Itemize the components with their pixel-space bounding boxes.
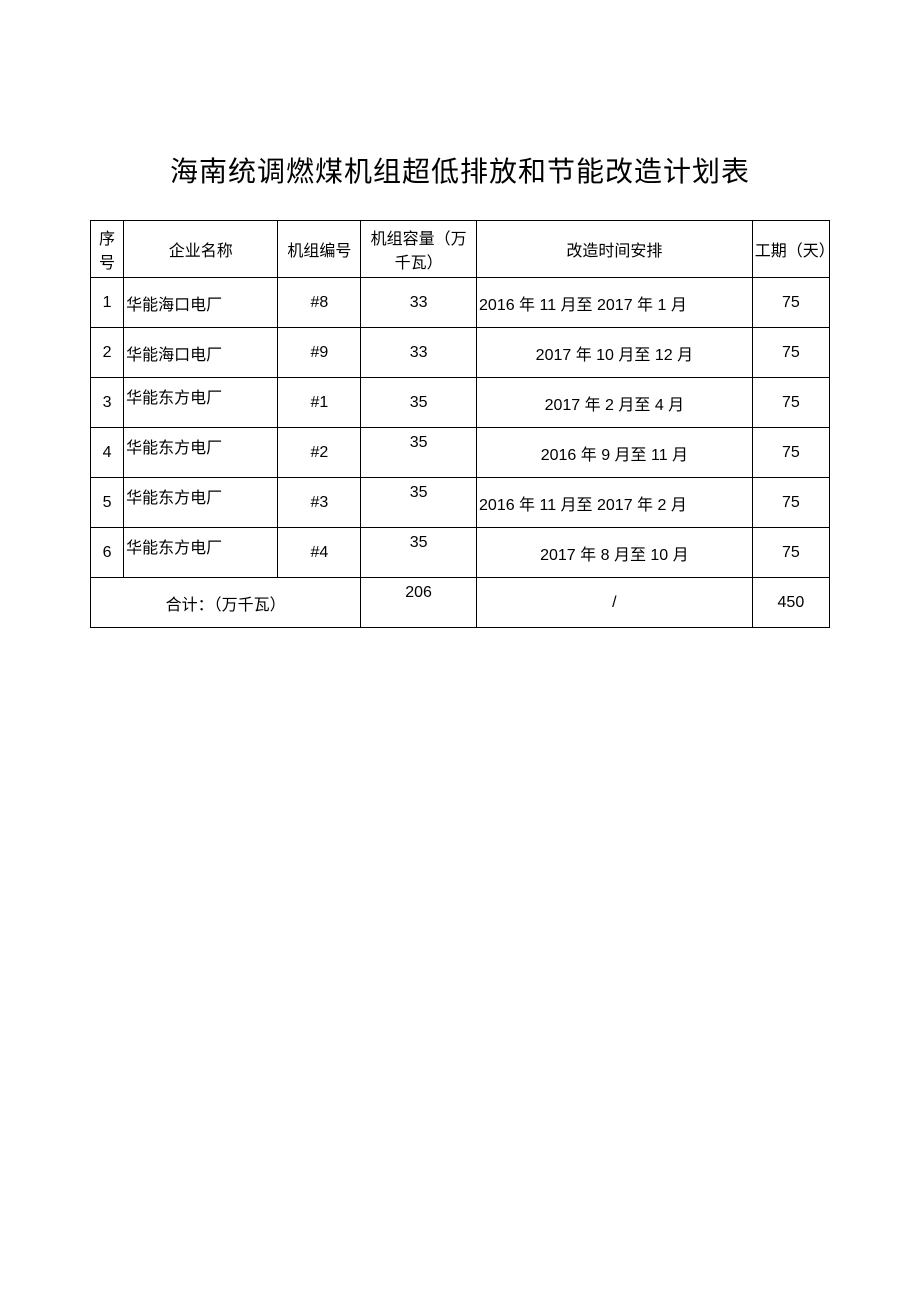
cell-seq: 5 (91, 478, 124, 528)
table-row: 3 华能东方电厂 #1 35 2017 年 2 月至 4 月 75 (91, 378, 830, 428)
cell-schedule: 2016 年 9 月至 11 月 (477, 428, 753, 478)
cell-duration: 75 (752, 278, 829, 328)
table-header-row: 序号 企业名称 机组编号 机组容量（万千瓦） 改造时间安排 工期（天） (91, 221, 830, 278)
cell-total-capacity: 206 (361, 578, 477, 628)
cell-unit: #9 (278, 328, 361, 378)
table-row: 4 华能东方电厂 #2 35 2016 年 9 月至 11 月 75 (91, 428, 830, 478)
cell-schedule: 2016 年 11 月至 2017 年 2 月 (477, 478, 753, 528)
table-total-row: 合计：（万千瓦） 206 / 450 (91, 578, 830, 628)
cell-company: 华能东方电厂 (124, 378, 278, 428)
cell-seq: 4 (91, 428, 124, 478)
cell-seq: 3 (91, 378, 124, 428)
cell-capacity: 35 (361, 478, 477, 528)
cell-total-schedule: / (477, 578, 753, 628)
cell-schedule: 2017 年 2 月至 4 月 (477, 378, 753, 428)
cell-company: 华能海口电厂 (124, 278, 278, 328)
cell-unit: #4 (278, 528, 361, 578)
cell-duration: 75 (752, 428, 829, 478)
table-row: 2 华能海口电厂 #9 33 2017 年 10 月至 12 月 75 (91, 328, 830, 378)
cell-capacity: 33 (361, 278, 477, 328)
col-header-seq: 序号 (91, 221, 124, 278)
col-header-duration: 工期（天） (752, 221, 829, 278)
cell-unit: #2 (278, 428, 361, 478)
plan-table: 序号 企业名称 机组编号 机组容量（万千瓦） 改造时间安排 工期（天） 1 华能… (90, 220, 830, 628)
cell-schedule: 2016 年 11 月至 2017 年 1 月 (477, 278, 753, 328)
cell-unit: #1 (278, 378, 361, 428)
cell-duration: 75 (752, 378, 829, 428)
cell-seq: 1 (91, 278, 124, 328)
cell-capacity: 35 (361, 528, 477, 578)
cell-unit: #3 (278, 478, 361, 528)
cell-company: 华能东方电厂 (124, 428, 278, 478)
cell-company: 华能东方电厂 (124, 478, 278, 528)
table-row: 6 华能东方电厂 #4 35 2017 年 8 月至 10 月 75 (91, 528, 830, 578)
cell-unit: #8 (278, 278, 361, 328)
cell-company: 华能海口电厂 (124, 328, 278, 378)
cell-seq: 2 (91, 328, 124, 378)
cell-total-duration: 450 (752, 578, 829, 628)
cell-seq: 6 (91, 528, 124, 578)
col-header-capacity: 机组容量（万千瓦） (361, 221, 477, 278)
cell-duration: 75 (752, 478, 829, 528)
cell-capacity: 35 (361, 378, 477, 428)
cell-duration: 75 (752, 328, 829, 378)
cell-total-label: 合计：（万千瓦） (91, 578, 361, 628)
table-row: 5 华能东方电厂 #3 35 2016 年 11 月至 2017 年 2 月 7… (91, 478, 830, 528)
page-title: 海南统调燃煤机组超低排放和节能改造计划表 (90, 150, 830, 190)
table-row: 1 华能海口电厂 #8 33 2016 年 11 月至 2017 年 1 月 7… (91, 278, 830, 328)
cell-capacity: 33 (361, 328, 477, 378)
col-header-unit: 机组编号 (278, 221, 361, 278)
cell-capacity: 35 (361, 428, 477, 478)
col-header-company: 企业名称 (124, 221, 278, 278)
cell-company: 华能东方电厂 (124, 528, 278, 578)
cell-schedule: 2017 年 10 月至 12 月 (477, 328, 753, 378)
col-header-schedule: 改造时间安排 (477, 221, 753, 278)
cell-duration: 75 (752, 528, 829, 578)
cell-schedule: 2017 年 8 月至 10 月 (477, 528, 753, 578)
